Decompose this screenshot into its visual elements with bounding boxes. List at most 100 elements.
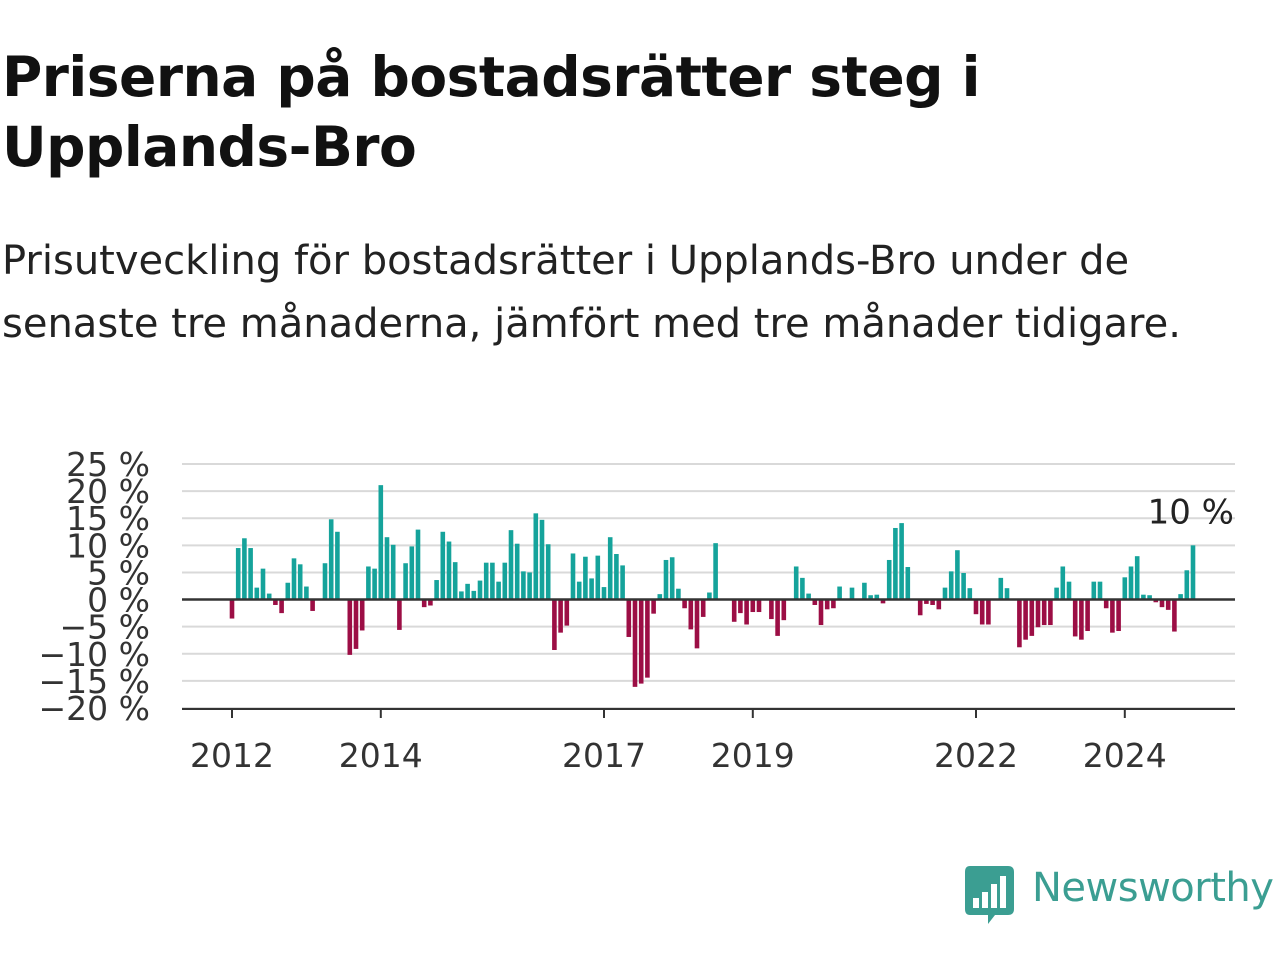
bar	[800, 577, 805, 600]
bar	[1128, 566, 1134, 600]
bar	[688, 599, 694, 630]
bar	[576, 581, 582, 600]
bar	[1141, 594, 1146, 600]
y-tick-label: 5 %	[87, 553, 150, 592]
bar	[434, 580, 439, 600]
bar	[750, 599, 756, 613]
bar	[477, 580, 483, 600]
bar	[347, 599, 353, 655]
bar	[1190, 545, 1196, 600]
bar	[682, 599, 687, 609]
bar	[707, 592, 712, 600]
bar	[632, 599, 638, 687]
bar	[570, 553, 576, 600]
bars	[229, 485, 1196, 687]
bar	[428, 599, 433, 606]
bar	[868, 595, 873, 600]
bar	[663, 559, 669, 600]
bar	[824, 599, 830, 610]
bar	[1184, 570, 1190, 600]
newsworthy-logo[interactable]: Newsworthy	[964, 864, 1280, 926]
bar	[1004, 588, 1010, 600]
y-tick-label: 10 %	[66, 526, 150, 565]
bar	[1066, 581, 1072, 600]
bar	[446, 541, 452, 600]
bar	[279, 599, 284, 614]
bar	[496, 581, 501, 600]
bar	[254, 587, 260, 600]
axes	[182, 598, 1235, 718]
bar	[973, 599, 979, 615]
bar	[831, 599, 836, 609]
y-tick-label: −5 %	[60, 608, 151, 647]
bar	[713, 543, 718, 600]
bar	[242, 538, 247, 600]
x-tick-label: 2022	[934, 736, 1018, 775]
bar	[328, 519, 334, 600]
y-tick-label: 0 %	[87, 581, 150, 620]
bar	[595, 555, 601, 600]
bar	[335, 531, 340, 600]
bar	[967, 588, 973, 600]
bar	[651, 599, 656, 614]
bar	[465, 583, 470, 600]
bar	[700, 599, 706, 617]
bar	[924, 599, 929, 604]
bar	[979, 599, 985, 625]
bar	[502, 562, 508, 600]
bar	[564, 599, 570, 626]
bar	[471, 590, 477, 600]
bar	[1134, 556, 1140, 600]
bar	[1172, 599, 1177, 632]
bar	[657, 594, 663, 600]
chart-subtitle: Prisutveckling för bostadsrätter i Uppla…	[2, 238, 1181, 347]
bar	[1122, 577, 1128, 600]
bar	[1147, 595, 1152, 600]
bar	[812, 599, 818, 605]
bar	[806, 593, 811, 600]
bar	[1017, 599, 1022, 648]
bar	[229, 599, 235, 619]
y-tick-label: 20 %	[66, 472, 150, 511]
bar	[862, 582, 867, 600]
bar	[1091, 581, 1097, 600]
last-value-label: 10 %	[1148, 492, 1234, 532]
bar	[1054, 587, 1059, 600]
bar	[676, 588, 681, 600]
bar	[1060, 566, 1066, 600]
bar	[1085, 599, 1090, 632]
bar	[440, 531, 446, 600]
bar	[490, 562, 495, 600]
bar	[558, 599, 563, 633]
bar	[961, 572, 966, 600]
y-tick-label: −20 %	[39, 689, 151, 728]
bar	[1035, 599, 1041, 628]
bar	[459, 591, 464, 600]
bar	[366, 566, 371, 600]
bar	[1029, 599, 1035, 636]
bar	[849, 587, 855, 600]
bar	[359, 599, 365, 631]
bar	[273, 599, 278, 605]
bar	[638, 599, 644, 684]
bar	[483, 562, 489, 600]
bar	[1110, 599, 1115, 633]
bar	[285, 582, 291, 600]
bar	[390, 544, 396, 600]
bar	[607, 537, 613, 600]
bar	[744, 599, 749, 625]
bar	[409, 546, 415, 600]
bar	[372, 568, 377, 600]
bar	[378, 485, 384, 600]
bar	[986, 599, 991, 625]
bar	[899, 523, 904, 600]
bar	[769, 599, 774, 620]
chart-title: Priserna på bostadsrätter steg i Uppland…	[2, 45, 981, 179]
bar	[235, 548, 241, 600]
x-tick-label: 2024	[1083, 736, 1167, 775]
y-tick-label: −10 %	[39, 635, 151, 674]
bar	[266, 593, 272, 600]
bar	[1041, 599, 1047, 626]
bar	[452, 562, 458, 600]
x-tick-label: 2017	[562, 736, 646, 775]
